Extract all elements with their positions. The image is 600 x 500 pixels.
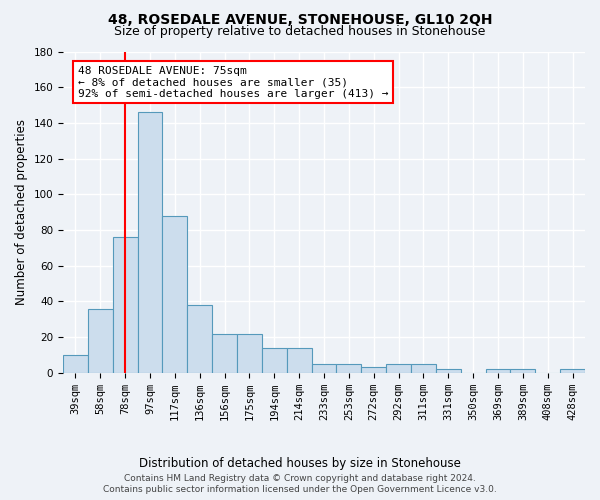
Bar [262,348,287,373]
Bar [137,112,163,373]
Bar [436,369,461,373]
Bar [163,216,187,373]
Bar [361,368,386,373]
Bar [287,348,311,373]
Bar [212,334,237,373]
Bar [187,305,212,373]
Bar [311,364,337,373]
Bar [560,369,585,373]
Bar [113,237,137,373]
Text: Size of property relative to detached houses in Stonehouse: Size of property relative to detached ho… [115,25,485,38]
Bar [237,334,262,373]
Bar [511,369,535,373]
Bar [386,364,411,373]
Bar [485,369,511,373]
Text: Contains HM Land Registry data © Crown copyright and database right 2024.
Contai: Contains HM Land Registry data © Crown c… [103,474,497,494]
Bar [63,355,88,373]
Text: 48 ROSEDALE AVENUE: 75sqm
← 8% of detached houses are smaller (35)
92% of semi-d: 48 ROSEDALE AVENUE: 75sqm ← 8% of detach… [78,66,388,99]
Bar [411,364,436,373]
Bar [337,364,361,373]
Text: Distribution of detached houses by size in Stonehouse: Distribution of detached houses by size … [139,458,461,470]
Y-axis label: Number of detached properties: Number of detached properties [15,119,28,305]
Text: 48, ROSEDALE AVENUE, STONEHOUSE, GL10 2QH: 48, ROSEDALE AVENUE, STONEHOUSE, GL10 2Q… [108,12,492,26]
Bar [88,308,113,373]
